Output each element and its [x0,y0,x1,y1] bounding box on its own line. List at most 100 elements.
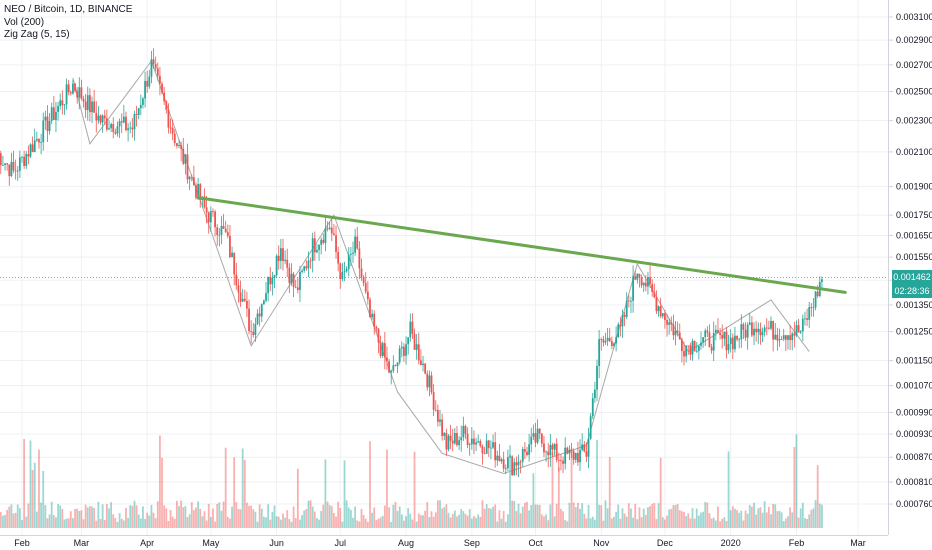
volume-bar [262,516,265,528]
candle-body [282,248,284,261]
volume-bar [354,506,357,528]
volume-bar [4,514,6,528]
volume-bar [330,506,333,528]
candle-body [148,76,151,87]
volume-bar [585,518,588,528]
candle-body [358,248,361,269]
candle-body [547,451,550,456]
candle-body [328,227,331,230]
volume-bar [156,501,159,528]
volume-bar [755,514,758,528]
candle-body [222,225,225,229]
volume-bar [619,518,622,528]
candle-body [243,298,246,301]
volume-bar [413,451,416,528]
candle-body [568,449,571,454]
candle-body [526,451,528,455]
candle-body [797,325,800,333]
candle-body [644,282,647,287]
volume-bar [441,508,444,528]
volume-bar [462,511,465,528]
price-tick-label: 0.000760 [896,499,932,509]
volume-bar [784,518,787,528]
volume-bar [543,516,545,528]
volume-bar [417,513,420,528]
volume-bar [322,504,325,528]
zigzag-indicator-label[interactable]: Zig Zag (5, 15) [4,29,70,40]
volume-bar [436,500,439,528]
volume-bar [349,509,352,528]
candle-body [424,363,427,374]
volume-bar [526,501,528,528]
volume-bar [286,510,289,528]
candle-body [441,419,444,436]
volume-bar [10,504,13,528]
candle-body [608,337,611,342]
volume-bar [583,513,586,528]
volume-bar [358,521,361,528]
volume-bar [791,512,794,528]
candle-body [301,270,303,273]
candle-body [540,433,543,444]
candle-body [740,324,743,340]
volume-bar [804,518,806,528]
candle-body [513,462,516,476]
volume-bar [165,508,168,528]
volume-bar [379,517,382,528]
volume-bar [545,514,547,528]
volume-bar [29,440,32,528]
volume-bar [197,501,200,528]
candle-body [57,106,59,112]
candle-body [613,343,615,347]
candle-body [267,276,270,294]
volume-bar [133,500,136,528]
candle-body [354,236,357,253]
volume-bar [88,506,91,528]
volume-bar [316,517,318,528]
volume-bar [243,459,246,528]
volume-bar [152,512,155,528]
candle-body [286,259,289,268]
candle-body [277,255,280,261]
volume-bar [640,517,643,528]
candle-body [80,87,83,99]
candle-body [606,337,609,341]
candle-body [131,127,134,130]
volume-bar [496,521,499,528]
volume-indicator-label[interactable]: Vol (200) [4,16,45,28]
volume-bar [14,512,17,528]
volume-bar [356,520,359,528]
price-tick-label: 0.001070 [896,381,932,391]
candle-body [6,163,9,165]
candle-body [651,284,654,292]
time-tick-label: Apr [140,538,154,548]
volume-bar [326,501,329,528]
zigzag-line [72,59,810,475]
candle-body [581,444,584,450]
candle-body [110,123,113,129]
volume-bar [209,516,212,528]
candle-body [417,344,420,361]
candle-body [305,266,308,269]
candle-body [821,279,823,282]
volume-bar [453,510,456,528]
volume-bar [451,513,454,528]
volume-bar [528,510,531,528]
symbol-label[interactable]: NEO / Bitcoin, 1D, BINANCE [4,4,133,15]
candle-body [400,346,403,349]
last-price-tag: 0.001462 [892,270,932,285]
candle-body [490,447,492,449]
candle-body [460,437,463,441]
volume-bar [341,521,344,528]
candle-body [795,325,798,336]
candle-body [572,451,575,460]
volume-bar [439,500,441,528]
volume-bar [723,517,726,528]
candle-body [14,170,17,172]
volume-bar [530,505,533,528]
volume-bar [664,519,666,528]
volume-bar [27,503,30,528]
volume-bar [770,514,772,528]
candle-body [61,100,64,106]
